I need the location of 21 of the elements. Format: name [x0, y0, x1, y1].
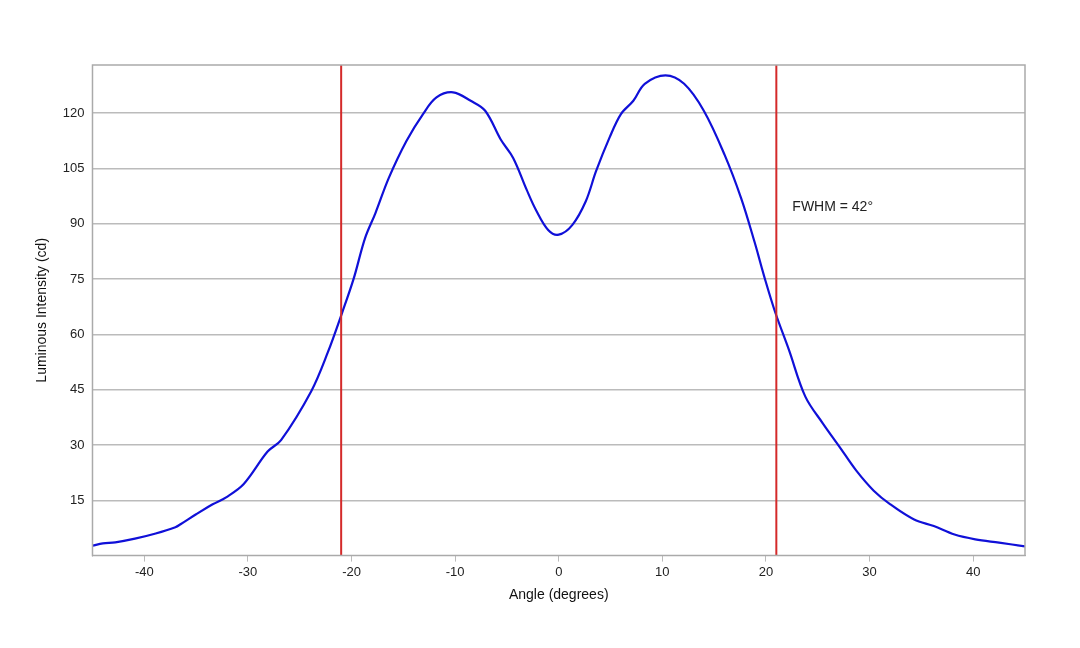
x-axis-title: Angle (degrees) [508, 586, 609, 603]
y-tick-label: 120 [62, 104, 85, 120]
y-tick-label: 45 [70, 381, 85, 397]
y-tick-label: 75 [70, 270, 85, 286]
x-tick-label: 0 [555, 563, 563, 579]
y-tick-label: 15 [70, 491, 85, 507]
y-axis-title: Luminous Intensity (cd) [33, 237, 50, 383]
y-tick-label: 30 [70, 436, 85, 452]
x-tick-label: -40 [134, 563, 154, 579]
x-tick-label: 20 [758, 563, 774, 579]
x-tick-label: -20 [342, 563, 361, 579]
x-tick-label: 30 [862, 563, 877, 579]
y-tick-label: 90 [70, 215, 85, 231]
x-tick-label: 10 [655, 563, 670, 579]
line-series [92, 74, 1025, 548]
y-tick-label: 60 [70, 325, 85, 341]
x-tick-label: -30 [238, 563, 258, 579]
annotation: FWHM = 42° [792, 198, 873, 215]
x-tick-label: 40 [965, 563, 981, 579]
x-tick-label: -10 [445, 563, 465, 579]
y-tick-label: 105 [62, 159, 85, 175]
